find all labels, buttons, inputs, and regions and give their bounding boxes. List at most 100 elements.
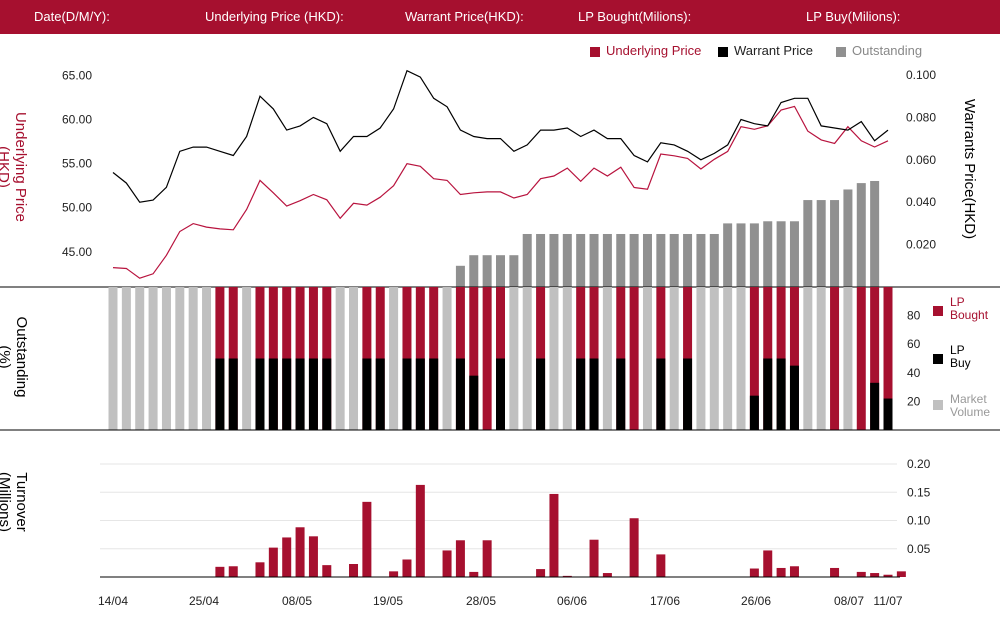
lp-buy-bar — [536, 358, 546, 430]
outstanding-bar — [522, 233, 532, 287]
turnover-bar — [656, 554, 666, 577]
outstanding-bar — [696, 233, 706, 287]
outstanding-bar — [843, 189, 853, 287]
turnover-bar — [415, 484, 425, 577]
market-volume-bar — [442, 287, 452, 430]
turnover-bar — [749, 568, 759, 577]
market-volume-bar — [242, 287, 252, 430]
market-volume-bar — [161, 287, 171, 430]
outstanding-bar — [723, 223, 733, 287]
lp-buy-bar — [282, 358, 292, 430]
lp-buy-bar — [375, 358, 385, 430]
lp-bought-bar — [629, 287, 639, 430]
market-volume-bar — [335, 287, 345, 430]
outstanding-bar — [562, 233, 572, 287]
left-tick-label: 55.00 — [62, 157, 92, 171]
turnover-axis-title-line2: (Millions) — [0, 472, 13, 532]
outstanding-bar — [803, 200, 813, 287]
warrant-price-readout: Warrant Price(HKD): — [405, 9, 524, 24]
turnover-bar — [536, 569, 546, 577]
legend-lp-bought-swatch — [933, 306, 943, 316]
lp-bought-bar — [482, 287, 492, 430]
outstanding-bar — [870, 180, 880, 287]
right-tick-label: 0.100 — [906, 68, 936, 82]
lp-buy-bar — [589, 358, 599, 430]
market-volume-bar — [108, 287, 118, 430]
x-tick-label: 25/04 — [189, 594, 219, 608]
turnover-bar — [228, 566, 238, 577]
lp-buy-bar — [789, 365, 799, 430]
lp-buy-bar — [455, 358, 465, 430]
outstanding-bar — [763, 221, 773, 287]
turnover-bar — [870, 573, 880, 577]
outstanding-bar — [549, 233, 559, 287]
left-tick-label: 45.00 — [62, 245, 92, 259]
underlying-price-readout: Underlying Price (HKD): — [205, 9, 344, 24]
outstanding-bar — [536, 233, 546, 287]
legend-lp-buy-line1: LP — [950, 343, 965, 357]
legend-market-volume-line1: Market — [950, 392, 987, 406]
outstanding-bar — [602, 233, 612, 287]
lp-buy-bar — [776, 358, 786, 430]
x-tick-label: 06/06 — [557, 594, 587, 608]
market-volume-bar — [803, 287, 813, 430]
lp-buy-bar — [295, 358, 305, 430]
turnover-tick-label: 0.10 — [907, 514, 931, 528]
turnover-bar — [255, 562, 265, 577]
legend-outstanding-label: Outstanding — [852, 43, 923, 58]
turnover-bar — [349, 564, 359, 577]
market-volume-bar — [642, 287, 652, 430]
turnover-bar — [629, 518, 639, 577]
outstanding-bar — [776, 221, 786, 287]
underlying-axis-title-line2: (HKD) — [0, 146, 12, 188]
lp-buy-bar — [496, 358, 505, 430]
legend-underlying[interactable]: Underlying Price — [590, 43, 701, 58]
market-volume-bar — [843, 287, 853, 430]
outstanding-bar — [736, 223, 746, 287]
legend-warrant-swatch — [718, 46, 728, 57]
x-tick-label: 08/05 — [282, 594, 312, 608]
market-volume-bar — [148, 287, 158, 430]
turnover-bar — [362, 501, 372, 577]
market-volume-bar — [736, 287, 746, 430]
right-tick-label: 0.080 — [906, 110, 936, 124]
legend-lp-buy-label: LP Buy — [950, 344, 971, 370]
outstanding-tick-label: 80 — [907, 309, 921, 323]
turnover-bar — [589, 539, 599, 577]
x-tick-label: 26/06 — [741, 594, 771, 608]
market-volume-bar — [696, 287, 706, 430]
legend-outstanding[interactable]: Outstanding — [836, 43, 922, 58]
lp-bought-bar — [883, 287, 893, 430]
outstanding-tick-label: 60 — [907, 337, 921, 351]
outstanding-bar — [629, 233, 639, 287]
market-volume-bar — [135, 287, 145, 430]
turnover-bar — [389, 571, 399, 577]
market-volume-bar — [723, 287, 733, 430]
lp-buy-readout: LP Buy(Milions): — [806, 9, 901, 24]
lp-bought-bar — [830, 287, 840, 430]
turnover-bar — [883, 574, 893, 577]
outstanding-bar — [509, 255, 519, 287]
legend-warrant[interactable]: Warrant Price — [718, 43, 813, 58]
outstanding-axis-title-line2: (%) — [0, 345, 13, 369]
x-tick-label: 08/07 — [834, 594, 864, 608]
turnover-bar — [562, 575, 572, 577]
outstanding-bar — [669, 233, 679, 287]
market-volume-bar — [175, 287, 185, 430]
legend-outstanding-swatch — [836, 46, 846, 57]
lp-buy-bar — [402, 358, 412, 430]
right-tick-label: 0.040 — [906, 195, 936, 209]
outstanding-axis-title-line1: Outstanding — [13, 316, 30, 398]
turnover-bar — [482, 540, 492, 577]
lp-bought-bar — [870, 287, 880, 430]
market-volume-bar — [602, 287, 612, 430]
legend-lp-bought-label: LP Bought — [950, 296, 988, 322]
legend-lp-buy-line2: Buy — [950, 356, 971, 370]
outstanding-axis-title: Outstanding (%) — [0, 312, 30, 402]
lp-buy-bar — [749, 395, 759, 430]
underlying-axis-title: Underlying Price (HKD) — [0, 107, 29, 227]
turnover-bar — [763, 550, 773, 577]
turnover-bar — [856, 571, 866, 577]
legend-market-volume-line2: Volume — [950, 405, 991, 419]
date-readout: Date(D/M/Y): — [34, 9, 110, 24]
